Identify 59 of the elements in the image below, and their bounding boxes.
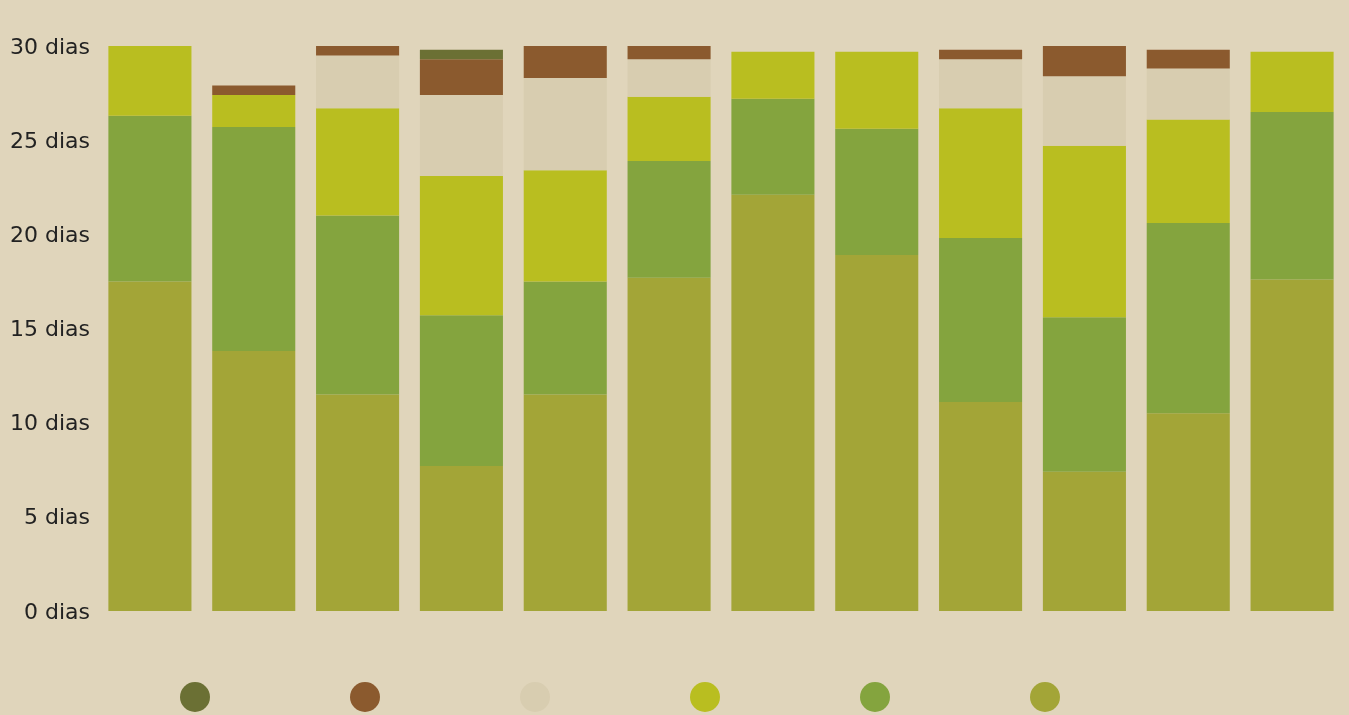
bar: [1146, 68, 1230, 120]
bar: [1250, 279, 1334, 611]
bar: [316, 108, 400, 216]
bar: [835, 128, 919, 256]
bar: [108, 46, 192, 116]
bar: [419, 94, 503, 176]
bar: [627, 277, 711, 611]
bar: [108, 281, 192, 611]
bar: [1042, 76, 1126, 146]
bar: [939, 59, 1023, 109]
bar: [316, 46, 400, 56]
y-tick-label: 25 dias: [9, 127, 90, 153]
bar: [627, 96, 711, 161]
bar: [523, 170, 607, 282]
bar: [627, 46, 711, 60]
bar: [1042, 317, 1126, 472]
bar: [419, 175, 503, 316]
bar: [1146, 413, 1230, 611]
bar: [1146, 119, 1230, 224]
bar: [316, 394, 400, 611]
y-tick-label: 15 dias: [9, 316, 90, 341]
bar: [731, 98, 815, 195]
bar: [939, 238, 1023, 402]
bar: [939, 401, 1023, 611]
bar: [939, 108, 1023, 239]
bar: [1042, 145, 1126, 318]
bar: [1146, 49, 1230, 69]
bar: [316, 215, 400, 395]
y-tick-label: 10 dias: [9, 410, 90, 436]
bar: [108, 115, 192, 282]
bar: [1042, 46, 1126, 77]
bar: [1042, 471, 1126, 611]
bar: [212, 85, 296, 95]
bar: [523, 394, 607, 611]
bar: [419, 465, 503, 611]
bar: [523, 281, 607, 395]
bar: [523, 46, 607, 79]
bar: [419, 49, 503, 60]
bar: [523, 78, 607, 171]
bar: [731, 51, 815, 99]
bar: [212, 126, 296, 352]
y-tick-label: 30 dias: [9, 33, 90, 59]
bar: [939, 49, 1023, 60]
bar: [627, 160, 711, 278]
bar: [212, 94, 296, 127]
bar: [419, 315, 503, 466]
bar: [1250, 111, 1334, 280]
bar: [1250, 51, 1334, 112]
y-tick-label: 20 dias: [9, 221, 90, 247]
bar: [1146, 223, 1230, 414]
y-tick-label: 5 dias: [23, 504, 90, 530]
bar: [835, 255, 919, 611]
bar: [212, 351, 296, 611]
bar: [316, 55, 400, 109]
bar: [627, 59, 711, 97]
bar: [731, 194, 815, 611]
bar: [835, 51, 919, 129]
y-tick-label: 0 dias: [23, 598, 90, 624]
bar: [419, 59, 503, 95]
